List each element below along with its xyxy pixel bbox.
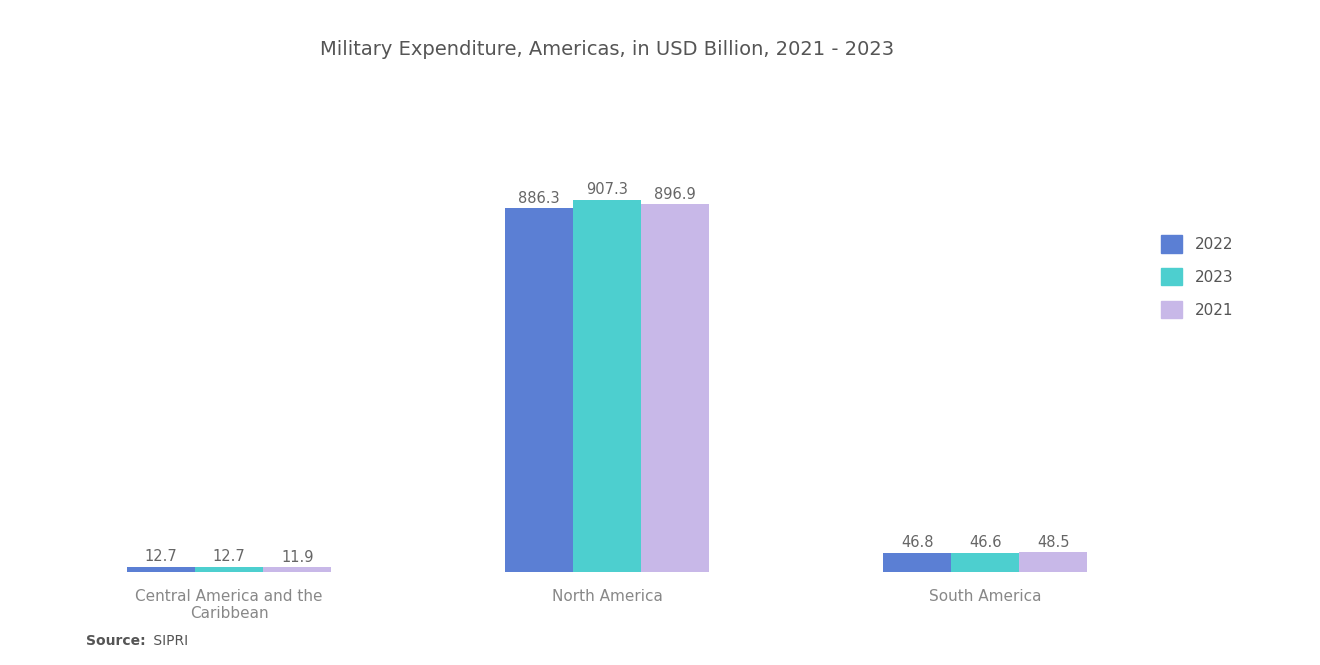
Title: Military Expenditure, Americas, in USD Billion, 2021 - 2023: Military Expenditure, Americas, in USD B…: [321, 40, 894, 59]
Text: 896.9: 896.9: [655, 187, 696, 201]
Bar: [263, 567, 331, 572]
Bar: [952, 553, 1019, 572]
Text: 46.8: 46.8: [900, 535, 933, 550]
Text: 886.3: 886.3: [519, 191, 560, 206]
Bar: [127, 567, 195, 572]
Bar: [642, 204, 709, 572]
Text: 46.6: 46.6: [969, 535, 1002, 551]
Text: SIPRI: SIPRI: [149, 634, 189, 648]
Legend: 2022, 2023, 2021: 2022, 2023, 2021: [1154, 227, 1241, 326]
Text: 12.7: 12.7: [145, 549, 178, 564]
Bar: [506, 208, 573, 572]
Text: 48.5: 48.5: [1038, 535, 1069, 549]
Text: Source:: Source:: [86, 634, 145, 648]
Text: 907.3: 907.3: [586, 182, 628, 198]
Bar: [195, 567, 263, 572]
Bar: [573, 200, 642, 572]
Bar: [883, 553, 952, 572]
Bar: [1019, 552, 1088, 572]
Text: 11.9: 11.9: [281, 549, 314, 565]
Text: 12.7: 12.7: [213, 549, 246, 564]
